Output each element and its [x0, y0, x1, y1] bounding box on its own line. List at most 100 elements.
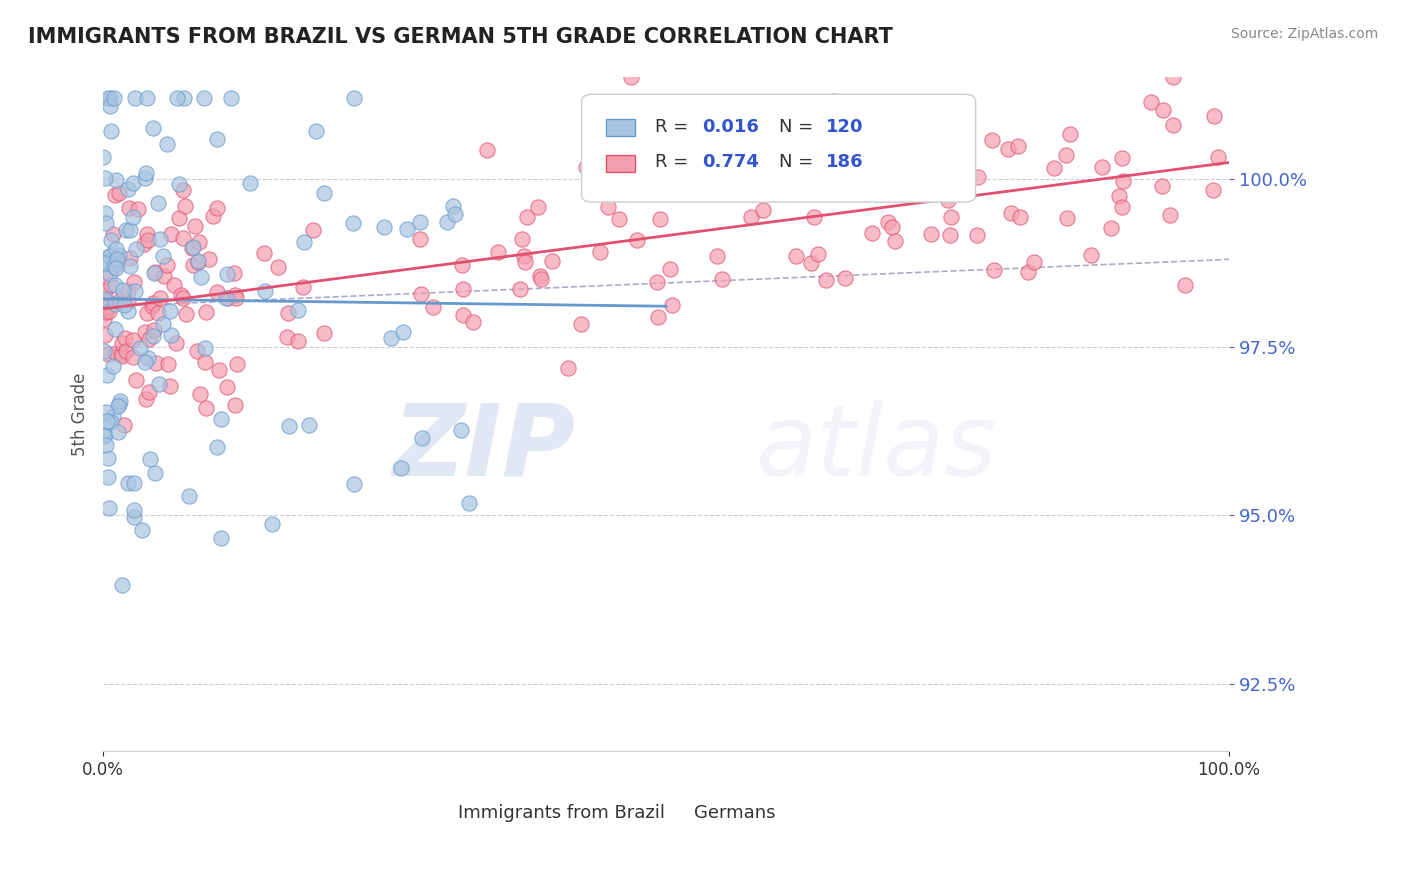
Text: 0.016: 0.016 [702, 118, 759, 136]
Point [117, 181, 139, 195]
Point [142, 296, 165, 310]
Point [458, 496, 481, 510]
FancyBboxPatch shape [606, 155, 634, 172]
Point [146, 195, 169, 210]
Point [938, 193, 960, 207]
Point [105, 252, 128, 266]
Point [173, 90, 195, 104]
Point [304, 124, 326, 138]
Point [159, 304, 181, 318]
Point [112, 417, 135, 432]
Point [1150, 179, 1173, 194]
Point [225, 291, 247, 305]
Point [205, 285, 228, 300]
Point [128, 341, 150, 355]
Point [159, 379, 181, 393]
Point [409, 215, 432, 229]
Point [1000, 206, 1022, 220]
Point [198, 252, 221, 266]
Point [190, 269, 212, 284]
Point [183, 219, 205, 233]
Point [1111, 200, 1133, 214]
Point [451, 258, 474, 272]
Point [1080, 248, 1102, 262]
Point [486, 245, 509, 260]
Point [103, 90, 125, 104]
Point [624, 166, 647, 180]
Point [815, 148, 838, 162]
Point [796, 171, 818, 186]
Point [202, 209, 225, 223]
Point [138, 332, 160, 346]
Point [343, 476, 366, 491]
Point [373, 220, 395, 235]
Point [720, 121, 742, 136]
Point [648, 212, 671, 227]
Point [411, 431, 433, 445]
Point [803, 210, 825, 224]
Point [194, 341, 217, 355]
Point [115, 343, 138, 358]
Point [100, 233, 122, 247]
Point [513, 249, 536, 263]
Point [134, 355, 156, 369]
Point [143, 323, 166, 337]
Point [453, 282, 475, 296]
Point [166, 90, 188, 104]
Point [108, 293, 131, 308]
Point [450, 423, 472, 437]
Point [167, 177, 190, 191]
Text: IMMIGRANTS FROM BRAZIL VS GERMAN 5TH GRADE CORRELATION CHART: IMMIGRANTS FROM BRAZIL VS GERMAN 5TH GRA… [28, 27, 893, 46]
Point [153, 269, 176, 284]
Point [187, 255, 209, 269]
Point [142, 329, 165, 343]
Point [287, 334, 309, 349]
Point [105, 257, 128, 271]
Point [941, 211, 963, 225]
Point [276, 329, 298, 343]
Point [509, 282, 531, 296]
Point [174, 307, 197, 321]
Point [107, 399, 129, 413]
Point [706, 249, 728, 263]
Point [107, 248, 129, 262]
Point [1111, 151, 1133, 165]
Point [122, 476, 145, 491]
Text: N =: N = [779, 118, 818, 136]
Point [1174, 277, 1197, 292]
Point [475, 143, 498, 157]
Y-axis label: 5th Grade: 5th Grade [72, 373, 89, 456]
Point [800, 256, 823, 270]
Point [589, 245, 612, 260]
Point [207, 132, 229, 146]
Point [939, 228, 962, 243]
Point [1099, 220, 1122, 235]
Point [174, 199, 197, 213]
Point [110, 347, 132, 361]
Point [118, 251, 141, 265]
Point [260, 516, 283, 531]
Point [156, 357, 179, 371]
Point [225, 357, 247, 371]
Point [1054, 148, 1077, 162]
Point [920, 227, 942, 242]
Point [1017, 265, 1039, 279]
Point [253, 284, 276, 298]
Point [740, 210, 762, 224]
Point [104, 345, 127, 359]
FancyBboxPatch shape [425, 805, 449, 821]
Point [1008, 211, 1031, 225]
Point [787, 120, 810, 134]
Point [134, 326, 156, 340]
Point [932, 166, 955, 180]
Point [114, 331, 136, 345]
Point [118, 223, 141, 237]
Point [190, 386, 212, 401]
Point [172, 231, 194, 245]
Point [97, 90, 120, 104]
Point [217, 291, 239, 305]
Point [124, 90, 146, 104]
Point [172, 291, 194, 305]
Point [884, 235, 907, 249]
Point [96, 368, 118, 382]
